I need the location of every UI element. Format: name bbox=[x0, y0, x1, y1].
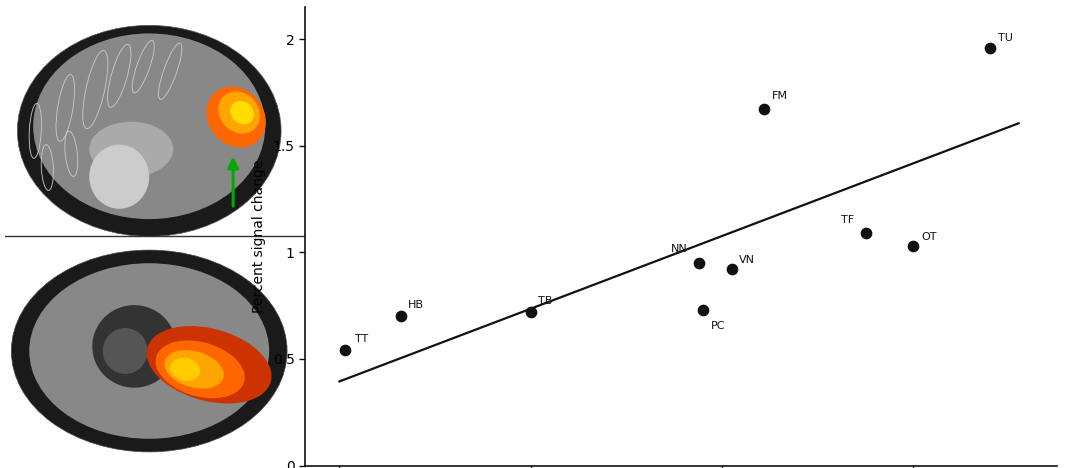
Point bbox=[523, 308, 540, 316]
Point bbox=[723, 266, 740, 273]
Ellipse shape bbox=[33, 33, 265, 219]
Ellipse shape bbox=[17, 25, 281, 236]
Ellipse shape bbox=[231, 101, 254, 124]
Point bbox=[982, 44, 999, 51]
Point bbox=[905, 242, 922, 250]
Ellipse shape bbox=[171, 358, 201, 381]
Ellipse shape bbox=[12, 250, 288, 452]
Point bbox=[392, 313, 409, 320]
Ellipse shape bbox=[103, 328, 148, 374]
Ellipse shape bbox=[147, 326, 271, 403]
Ellipse shape bbox=[29, 263, 269, 439]
Point bbox=[691, 259, 708, 267]
Text: OT: OT bbox=[921, 232, 937, 241]
Ellipse shape bbox=[92, 305, 176, 388]
Ellipse shape bbox=[89, 145, 149, 209]
Point bbox=[337, 347, 354, 354]
Text: FM: FM bbox=[771, 91, 788, 101]
Ellipse shape bbox=[164, 350, 224, 388]
Text: HB: HB bbox=[409, 300, 424, 310]
Ellipse shape bbox=[218, 91, 260, 133]
Text: PC: PC bbox=[710, 321, 725, 331]
Text: VN: VN bbox=[739, 255, 755, 265]
Text: TT: TT bbox=[355, 334, 368, 344]
Ellipse shape bbox=[206, 87, 266, 147]
Point bbox=[755, 106, 773, 113]
Point bbox=[857, 229, 874, 237]
Text: TU: TU bbox=[998, 33, 1013, 43]
Y-axis label: Percent signal change: Percent signal change bbox=[252, 160, 266, 313]
Text: TF: TF bbox=[841, 215, 854, 225]
Ellipse shape bbox=[89, 122, 173, 177]
Text: TB: TB bbox=[539, 296, 553, 306]
Text: NN: NN bbox=[671, 244, 688, 255]
Point bbox=[694, 306, 711, 314]
Ellipse shape bbox=[156, 340, 245, 398]
